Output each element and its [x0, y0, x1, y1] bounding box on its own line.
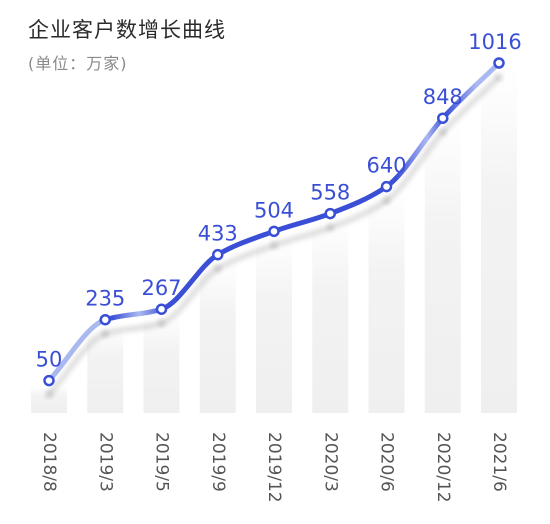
- x-tick-label-0: 2018/8: [39, 432, 59, 492]
- x-tick-label-6: 2020/6: [377, 432, 397, 492]
- column-7: [424, 124, 461, 414]
- data-label-6: 640: [366, 154, 406, 178]
- data-label-5: 558: [310, 181, 350, 205]
- data-label-4: 504: [254, 198, 294, 222]
- x-tick-label-5: 2020/3: [320, 432, 340, 492]
- column-4: [256, 237, 292, 413]
- x-tick-label-2: 2019/5: [152, 432, 172, 492]
- x-tick-label-3: 2019/9: [208, 432, 228, 492]
- data-label-8: 1016: [468, 30, 521, 54]
- column-8: [481, 69, 517, 413]
- data-point-5: [324, 207, 336, 220]
- point-shadow-4: [270, 241, 278, 250]
- data-point-7: [437, 112, 449, 124]
- x-tick-label-7: 2020/12: [433, 432, 453, 503]
- column-3: [199, 260, 236, 413]
- column-6: [368, 192, 405, 413]
- point-shadow-2: [157, 319, 166, 328]
- data-point-1: [99, 313, 111, 326]
- chart-title: 企业客户数增长曲线: [28, 18, 226, 42]
- point-shadow-1: [101, 329, 110, 338]
- data-point-2: [155, 303, 168, 315]
- data-label-7: 848: [423, 85, 463, 109]
- data-point-3: [212, 248, 224, 261]
- chart-subtitle: (单位：万家): [28, 54, 128, 73]
- data-label-1: 235: [85, 287, 125, 311]
- point-shadow-8: [495, 73, 503, 81]
- data-label-2: 267: [141, 276, 181, 300]
- x-tick-label-1: 2019/3: [95, 432, 115, 492]
- data-point-0: [43, 374, 55, 387]
- data-point-6: [380, 180, 393, 193]
- data-label-0: 50: [36, 348, 63, 372]
- x-tick-label-8: 2021/6: [489, 432, 509, 492]
- point-shadow-0: [45, 390, 53, 399]
- point-shadow-7: [438, 128, 447, 137]
- column-2: [143, 315, 180, 413]
- column-5: [312, 219, 349, 413]
- point-shadow-3: [213, 264, 222, 273]
- data-label-3: 433: [198, 222, 238, 246]
- x-tick-label-4: 2019/12: [264, 432, 284, 503]
- point-shadow-6: [382, 196, 391, 205]
- data-point-4: [268, 225, 280, 238]
- data-point-8: [493, 57, 505, 69]
- point-shadow-5: [326, 223, 335, 232]
